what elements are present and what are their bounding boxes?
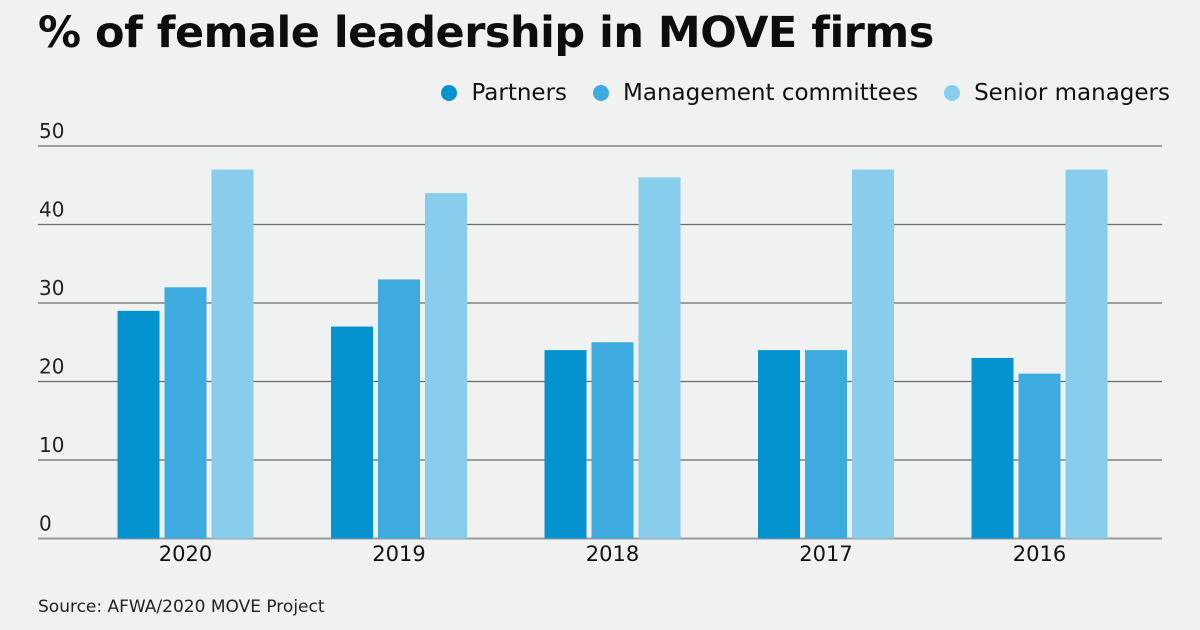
legend: Partners Management committees Senior ma… xyxy=(415,80,1170,106)
bar-senior-managers-2017 xyxy=(852,169,894,539)
x-tick-label: 2016 xyxy=(1013,542,1066,566)
y-tick-label: 50 xyxy=(39,119,64,143)
bar-partners-2018 xyxy=(544,350,587,539)
y-tick-label: 30 xyxy=(39,276,64,300)
x-tick-label: 2019 xyxy=(372,542,425,566)
legend-label: Partners xyxy=(471,80,568,106)
y-tick-label: 20 xyxy=(39,355,64,379)
bar-management-committees-2018 xyxy=(591,342,634,539)
x-tick-label: 2018 xyxy=(586,542,639,566)
legend-label: Senior managers xyxy=(974,80,1170,106)
bar-management-committees-2017 xyxy=(805,350,847,539)
bar-management-committees-2020 xyxy=(164,287,207,539)
bar-management-committees-2016 xyxy=(1018,373,1061,539)
legend-item-partners: Partners xyxy=(441,80,567,106)
bar-partners-2016 xyxy=(971,357,1014,539)
legend-label: Management committees xyxy=(623,80,919,106)
bar-senior-managers-2018 xyxy=(638,177,681,539)
bar-senior-managers-2019 xyxy=(425,193,467,539)
y-axis-ticks: 0 10 20 30 40 50 xyxy=(39,119,64,536)
legend-item-senior-managers: Senior managers xyxy=(944,80,1170,106)
y-tick-label: 10 xyxy=(39,433,64,457)
y-tick-label: 0 xyxy=(39,512,52,536)
bar-senior-managers-2020 xyxy=(211,169,254,539)
source-note: Source: AFWA/2020 MOVE Project xyxy=(38,597,325,617)
bar-management-committees-2019 xyxy=(378,279,420,539)
x-tick-label: 2017 xyxy=(799,542,852,566)
x-tick-label: 2020 xyxy=(159,542,212,566)
legend-dot-icon xyxy=(944,85,961,101)
legend-item-management-committees: Management committees xyxy=(593,80,918,106)
y-tick-label: 40 xyxy=(39,198,64,222)
bar-senior-managers-2016 xyxy=(1065,169,1108,539)
bar-partners-2019 xyxy=(331,326,373,539)
bars xyxy=(117,169,1108,539)
x-axis-ticks: 2020 2019 2018 2017 2016 xyxy=(159,542,1066,566)
legend-dot-icon xyxy=(593,85,610,101)
bar-partners-2017 xyxy=(758,350,800,539)
legend-dot-icon xyxy=(441,85,458,101)
chart-title: % of female leadership in MOVE firms xyxy=(38,8,934,58)
bar-partners-2020 xyxy=(117,310,160,539)
